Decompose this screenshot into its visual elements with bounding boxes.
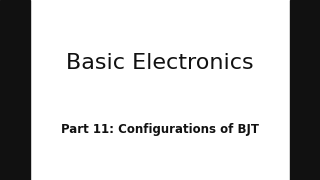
Text: Part 11: Configurations of BJT: Part 11: Configurations of BJT	[61, 123, 259, 136]
Bar	[290, 0, 320, 180]
Text: Basic Electronics: Basic Electronics	[66, 53, 254, 73]
Bar	[0, 0, 30, 180]
